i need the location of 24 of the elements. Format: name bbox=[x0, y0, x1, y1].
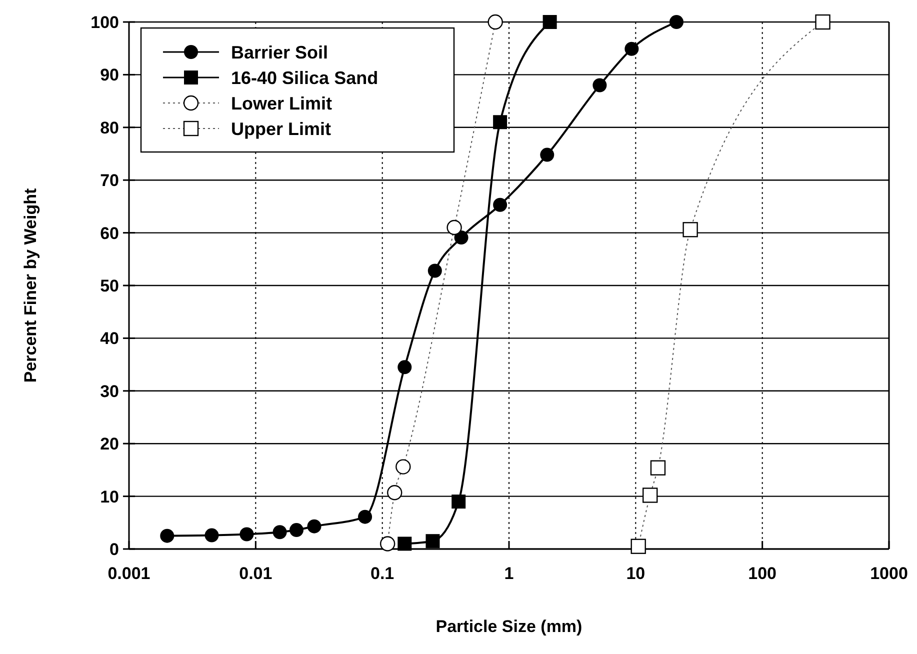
y-tick-label: 50 bbox=[100, 276, 119, 296]
y-tick-label: 70 bbox=[100, 171, 119, 190]
x-axis-title: Particle Size (mm) bbox=[436, 617, 582, 636]
y-tick-label: 30 bbox=[100, 382, 119, 401]
x-tick-label: 100 bbox=[748, 564, 777, 583]
x-tick-label: 1 bbox=[504, 564, 514, 583]
y-tick-label: 10 bbox=[100, 487, 119, 506]
y-tick-label: 40 bbox=[100, 329, 119, 348]
y-axis-title: Percent Finer by Weight bbox=[21, 188, 40, 383]
legend-label: Barrier Soil bbox=[231, 42, 328, 62]
legend-label: Upper Limit bbox=[231, 118, 332, 139]
x-tick-label: 0.1 bbox=[370, 564, 394, 583]
y-tick-label: 60 bbox=[100, 224, 119, 243]
x-tick-label: 1000 bbox=[870, 564, 908, 583]
y-tick-label: 0 bbox=[110, 540, 119, 559]
y-tick-label: 90 bbox=[100, 66, 119, 85]
legend-label: Lower Limit bbox=[231, 93, 332, 114]
x-tick-label: 10 bbox=[626, 564, 646, 583]
x-tick-label: 0.001 bbox=[108, 564, 150, 583]
y-tick-label: 80 bbox=[100, 118, 119, 138]
legend-label: 16-40 Silica Sand bbox=[231, 68, 378, 88]
y-tick-label: 100 bbox=[90, 12, 119, 32]
y-tick-label: 20 bbox=[100, 434, 119, 454]
x-tick-label: 0.01 bbox=[239, 564, 272, 583]
